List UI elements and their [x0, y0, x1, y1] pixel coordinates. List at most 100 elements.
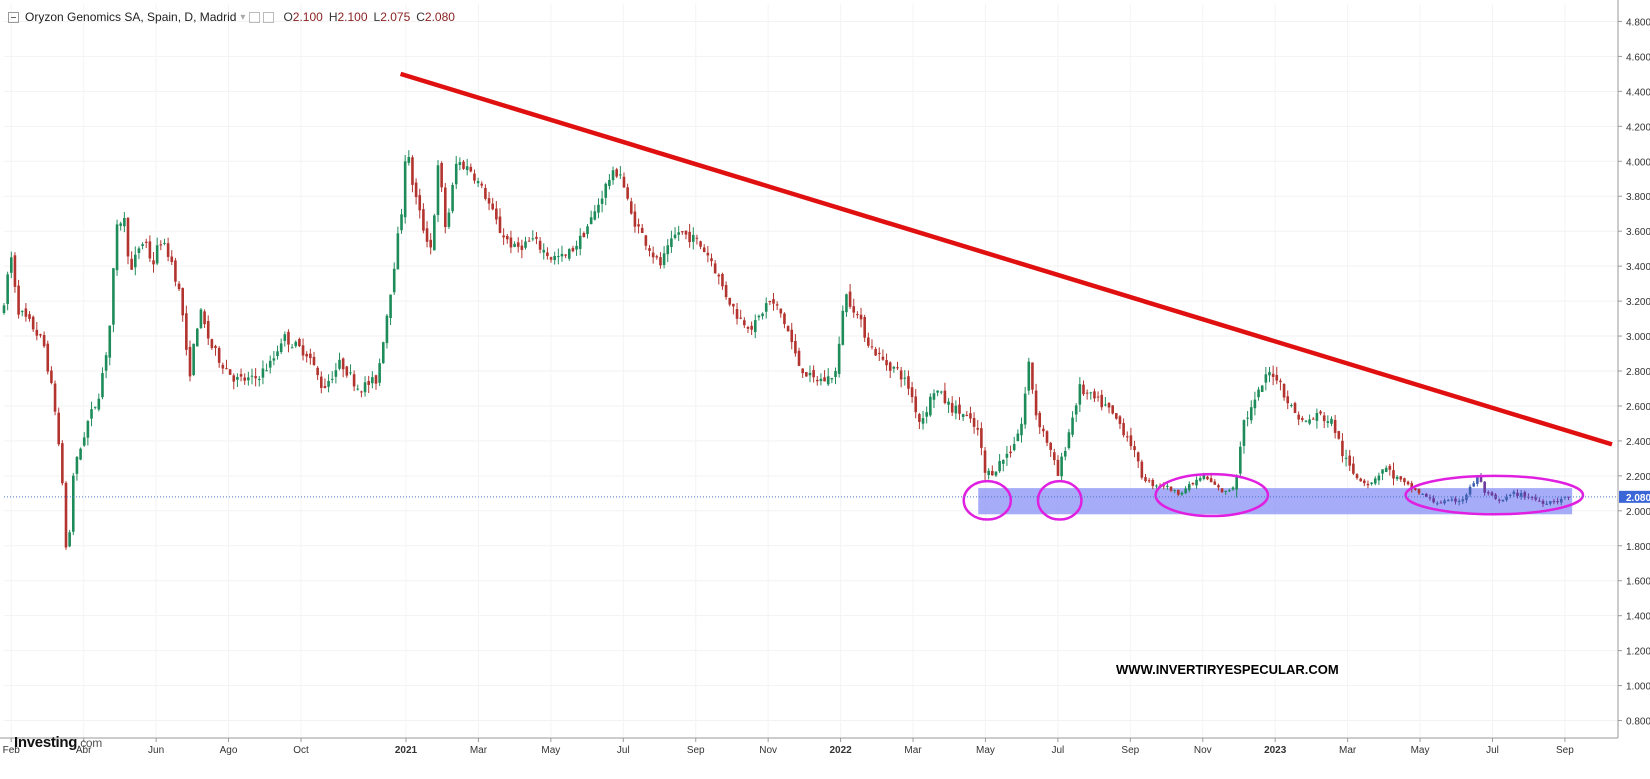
candle-body: [1315, 412, 1319, 421]
candle-body: [1370, 482, 1373, 484]
open-value: 2.100: [292, 10, 323, 24]
candle-body: [1209, 478, 1213, 483]
close-value: 2.080: [424, 10, 455, 24]
collapse-icon[interactable]: [8, 11, 19, 23]
candle-body: [53, 383, 57, 412]
candle-body: [454, 163, 458, 185]
y-tick-label: 1.600: [1626, 577, 1650, 588]
candle-body: [772, 299, 775, 304]
candle-body: [1304, 420, 1308, 422]
candle-body: [644, 235, 648, 246]
candle-body: [1549, 501, 1552, 504]
candle-body: [1450, 499, 1454, 501]
candle-body: [958, 404, 961, 414]
candle-body: [910, 387, 914, 398]
candle-body: [1063, 450, 1067, 457]
candle-body: [257, 378, 261, 380]
support-touch-ellipse: [1404, 474, 1585, 516]
candle-body: [79, 448, 82, 460]
candle-body: [283, 334, 287, 341]
candle-body: [1016, 433, 1020, 442]
candle-body: [42, 335, 46, 347]
candle-body: [867, 337, 870, 346]
candle-body: [349, 372, 352, 374]
candle-body: [994, 471, 998, 476]
candle-body: [381, 342, 385, 364]
candle-body: [1089, 392, 1093, 394]
candle-body: [553, 255, 556, 261]
x-tick-label: Sep: [687, 745, 705, 756]
candle-body: [144, 241, 148, 243]
x-tick-label: Sep: [1556, 745, 1574, 756]
chart-header: Oryzon Genomics SA, Spain, D, Madrid ▾ O…: [8, 8, 455, 26]
x-tick-label: May: [976, 745, 995, 756]
candle-body: [1439, 502, 1443, 504]
last-price-tag: [1619, 490, 1650, 503]
dropdown-icon[interactable]: ▾: [240, 11, 246, 23]
settings-icon[interactable]: [249, 11, 261, 23]
candle-body: [1512, 491, 1516, 495]
visibility-icon[interactable]: [263, 11, 275, 23]
candle-body: [17, 285, 20, 315]
candle-body: [728, 297, 732, 305]
candle-body: [531, 238, 535, 240]
candle-body: [524, 241, 527, 248]
candle-body: [1144, 477, 1147, 482]
x-tick-label: Jul: [1051, 745, 1064, 756]
candle-body: [761, 313, 764, 317]
candle-body: [440, 163, 443, 188]
candle-body: [859, 314, 863, 320]
candle-body: [826, 376, 830, 385]
candle-body: [903, 377, 907, 379]
candle-body: [691, 234, 695, 242]
candle-body: [1363, 480, 1366, 484]
x-tick-label: 2022: [829, 745, 852, 756]
candle-body: [954, 405, 958, 414]
y-tick-label: 2.000: [1626, 507, 1650, 518]
candle-body: [1534, 497, 1538, 500]
candle-body: [1023, 393, 1027, 425]
candle-body: [425, 228, 429, 242]
candle-body: [170, 256, 174, 263]
candle-body: [301, 345, 305, 356]
candle-body: [82, 437, 86, 446]
candle-body: [1100, 394, 1104, 408]
candle-body: [1567, 496, 1570, 498]
candle-body: [221, 364, 225, 369]
candle-body: [1071, 417, 1074, 435]
y-tick-label: 3.000: [1626, 332, 1650, 343]
candle-body: [272, 358, 276, 361]
candle-body: [1111, 405, 1114, 414]
candle-body: [64, 482, 68, 548]
candle-body: [1027, 361, 1031, 391]
candle-body: [108, 325, 112, 358]
candle-body: [1395, 476, 1399, 480]
x-tick-label: Mar: [470, 745, 488, 756]
candle-body: [1231, 487, 1235, 490]
candle-body: [371, 377, 374, 384]
candle-body: [71, 475, 75, 532]
candle-body: [174, 260, 177, 282]
x-tick-label: Oct: [293, 745, 309, 756]
candle-body: [1308, 419, 1311, 424]
candle-body: [651, 252, 655, 258]
candle-body: [1366, 483, 1370, 486]
candle-body: [188, 346, 192, 377]
x-tick-label: 2023: [1264, 745, 1287, 756]
y-tick-label: 1.000: [1626, 682, 1650, 693]
candle-body: [699, 241, 702, 247]
support-zone: [978, 488, 1573, 515]
candle-body: [1516, 492, 1519, 496]
candle-body: [75, 456, 79, 474]
candle-body: [513, 243, 516, 247]
candle-body: [1228, 490, 1231, 492]
candle-body: [1468, 486, 1472, 495]
candle-body: [991, 471, 994, 476]
candle-body: [1377, 475, 1381, 481]
candle-body: [35, 329, 39, 336]
candle-body: [1461, 499, 1465, 502]
candle-body: [367, 381, 370, 385]
candle-body: [1096, 396, 1100, 398]
candle-body: [451, 184, 454, 212]
